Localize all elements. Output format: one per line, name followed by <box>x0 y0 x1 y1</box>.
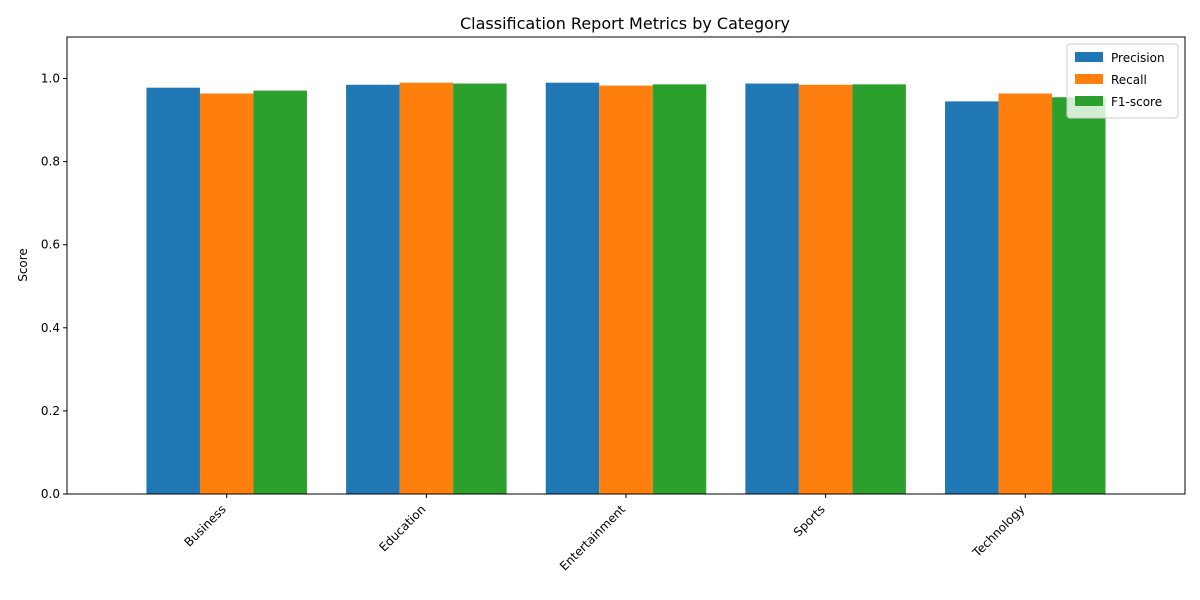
bar-f1-score-business <box>253 90 307 494</box>
legend: Precision Recall F1-score <box>1066 43 1179 119</box>
legend-swatch-f1-score <box>1075 96 1103 106</box>
legend-label-precision: Precision <box>1111 51 1165 65</box>
y-tick-label: 0.2 <box>41 404 60 418</box>
bar-f1-score-education <box>453 83 507 494</box>
y-tick-label: 0.4 <box>41 321 60 335</box>
legend-label-recall: Recall <box>1111 73 1147 87</box>
bar-recall-entertainment <box>599 85 653 495</box>
bar-precision-technology <box>945 101 999 495</box>
y-tick-label: 0.0 <box>41 487 60 501</box>
bar-f1-score-technology <box>1052 97 1106 495</box>
legend-swatch-recall <box>1075 74 1103 84</box>
y-tick-label: 0.8 <box>41 155 60 169</box>
bar-precision-sports <box>745 83 799 494</box>
bar-recall-business <box>199 93 254 494</box>
legend-label-f1-score: F1-score <box>1111 95 1162 109</box>
bar-precision-business <box>146 87 200 494</box>
bar-f1-score-sports <box>852 84 906 495</box>
x-tick-label-technology: Technology <box>969 502 1027 560</box>
bar-recall-education <box>399 82 454 494</box>
x-tick-label-entertainment: Entertainment <box>557 502 628 573</box>
y-axis-label: Score <box>16 248 30 282</box>
bar-recall-technology <box>998 93 1053 494</box>
x-tick-label-business: Business <box>182 502 229 549</box>
plot-area: 0.0 0.2 0.4 0.6 0.8 1.0 Business Education Enter… <box>41 36 1186 573</box>
bar-precision-education <box>346 84 400 494</box>
y-tick-label: 0.6 <box>41 238 60 252</box>
y-tick-label: 1.0 <box>41 72 60 86</box>
legend-swatch-precision <box>1075 52 1103 62</box>
bar-precision-entertainment <box>545 82 600 494</box>
bar-recall-sports <box>798 84 853 494</box>
x-tick-label-sports: Sports <box>791 502 828 539</box>
x-tick-label-education: Education <box>376 502 428 554</box>
chart-title: Classification Report Metrics by Categor… <box>460 14 790 33</box>
bar-f1-score-entertainment <box>652 84 707 495</box>
